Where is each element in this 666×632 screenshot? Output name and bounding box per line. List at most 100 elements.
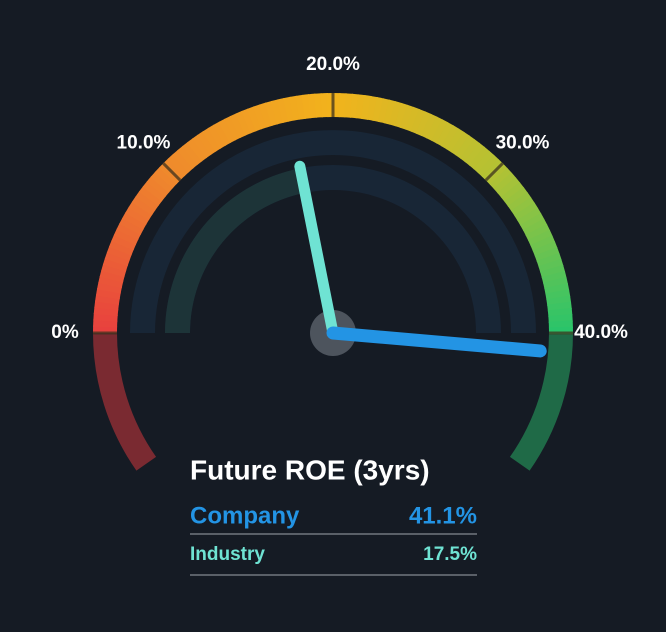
gauge-band bbox=[394, 102, 409, 128]
gauge-band bbox=[128, 201, 153, 221]
gauge-band bbox=[202, 127, 222, 152]
gauge-band bbox=[548, 320, 573, 329]
gauge-band bbox=[525, 224, 551, 242]
gauge-band bbox=[119, 217, 144, 235]
tick-mark bbox=[162, 162, 182, 182]
gauge-band bbox=[538, 258, 564, 273]
gauge-band bbox=[158, 162, 182, 185]
gauge-band bbox=[235, 110, 252, 136]
tick-label: 30.0% bbox=[496, 133, 550, 154]
gauge-band bbox=[459, 138, 481, 163]
gauge-band bbox=[485, 163, 508, 186]
gauge-band bbox=[420, 113, 438, 139]
gauge-band bbox=[320, 93, 329, 118]
gauge-band bbox=[366, 95, 378, 121]
gauge-band bbox=[473, 150, 495, 174]
gauge-band bbox=[229, 113, 247, 139]
gauge-band bbox=[532, 241, 558, 257]
gauge-band bbox=[270, 99, 284, 125]
tick-mark bbox=[484, 162, 504, 182]
gauge-band bbox=[410, 108, 427, 134]
gauge-band bbox=[163, 158, 186, 181]
gauge-band bbox=[224, 115, 242, 141]
gauge-band bbox=[464, 142, 486, 166]
chart-title: Future ROE (3yrs) bbox=[190, 454, 430, 485]
gauge-band bbox=[276, 97, 290, 123]
gauge-band bbox=[372, 97, 385, 122]
gauge-band bbox=[172, 149, 194, 173]
legend-value: 17.5% bbox=[423, 544, 477, 565]
gauge-band bbox=[99, 269, 125, 283]
gauge-band bbox=[102, 257, 128, 272]
gauge-track bbox=[130, 130, 536, 333]
gauge-band bbox=[543, 276, 569, 290]
gauge-band bbox=[450, 131, 470, 156]
gauge-band bbox=[520, 213, 545, 231]
tick-label: 0% bbox=[51, 322, 79, 343]
gauge-band bbox=[441, 125, 460, 150]
gauge-band bbox=[167, 153, 190, 177]
gauge-band bbox=[481, 158, 504, 182]
tick-label: 20.0% bbox=[306, 54, 360, 75]
gauge-band bbox=[493, 172, 517, 194]
gauge-band bbox=[489, 167, 513, 190]
gauge-extension bbox=[509, 333, 573, 471]
legend-value: 41.1% bbox=[409, 502, 477, 529]
gauge-band bbox=[544, 283, 570, 295]
gauge-band bbox=[142, 180, 166, 202]
gauge-band bbox=[98, 275, 124, 289]
gauge-band bbox=[95, 294, 120, 305]
gauge-band bbox=[116, 222, 142, 241]
gauge-band bbox=[113, 228, 139, 246]
gauge-band bbox=[504, 186, 528, 207]
gauge-band bbox=[131, 196, 156, 216]
gauge-band bbox=[150, 171, 174, 193]
gauge-band bbox=[135, 190, 159, 211]
gauge-band bbox=[101, 263, 127, 278]
needle bbox=[326, 326, 547, 358]
gauge-band bbox=[218, 118, 236, 144]
gauge-band bbox=[258, 102, 273, 128]
gauge-band bbox=[197, 131, 217, 155]
gauge-band bbox=[314, 93, 323, 118]
gauge-band bbox=[125, 206, 150, 225]
needle bbox=[294, 160, 339, 339]
tick-label: 40.0% bbox=[574, 322, 628, 343]
gauge-band bbox=[522, 218, 548, 236]
gauge-band bbox=[534, 246, 560, 262]
gauge-extension bbox=[93, 333, 157, 471]
gauge-band bbox=[500, 181, 525, 203]
gauge-band bbox=[106, 245, 132, 261]
gauge-band bbox=[517, 207, 542, 226]
industry-track bbox=[165, 168, 306, 333]
gauge-band bbox=[146, 176, 170, 198]
gauge-band bbox=[497, 177, 521, 198]
gauge-band bbox=[405, 106, 421, 132]
gauge-band bbox=[122, 211, 147, 230]
gauge-band bbox=[507, 191, 532, 212]
gauge-band bbox=[445, 128, 465, 153]
gauge-band bbox=[527, 229, 553, 247]
gauge-band bbox=[548, 314, 573, 323]
gauge-band bbox=[213, 121, 231, 146]
legend-name: Company bbox=[190, 502, 300, 529]
gauge-band bbox=[241, 108, 257, 134]
gauge-band bbox=[97, 281, 122, 294]
gauge: 0% 10.0% 20.0% 30.0% 40.0% bbox=[51, 54, 628, 471]
gauge-band bbox=[541, 270, 567, 284]
gauge-band bbox=[530, 235, 556, 252]
legend-name: Industry bbox=[190, 544, 265, 565]
gauge-band bbox=[399, 104, 415, 130]
gauge-band bbox=[186, 138, 207, 162]
gauge-band bbox=[361, 95, 372, 120]
gauge-band bbox=[436, 122, 455, 147]
gauge-band bbox=[252, 104, 268, 130]
gauge-band bbox=[108, 239, 134, 256]
gauge-band bbox=[415, 111, 432, 137]
gauge-band bbox=[540, 264, 566, 279]
gauge-band bbox=[138, 185, 163, 207]
gauge-band bbox=[154, 166, 178, 189]
gauge-band bbox=[181, 141, 203, 166]
gauge-band bbox=[93, 325, 118, 333]
gauge-band bbox=[468, 146, 490, 170]
